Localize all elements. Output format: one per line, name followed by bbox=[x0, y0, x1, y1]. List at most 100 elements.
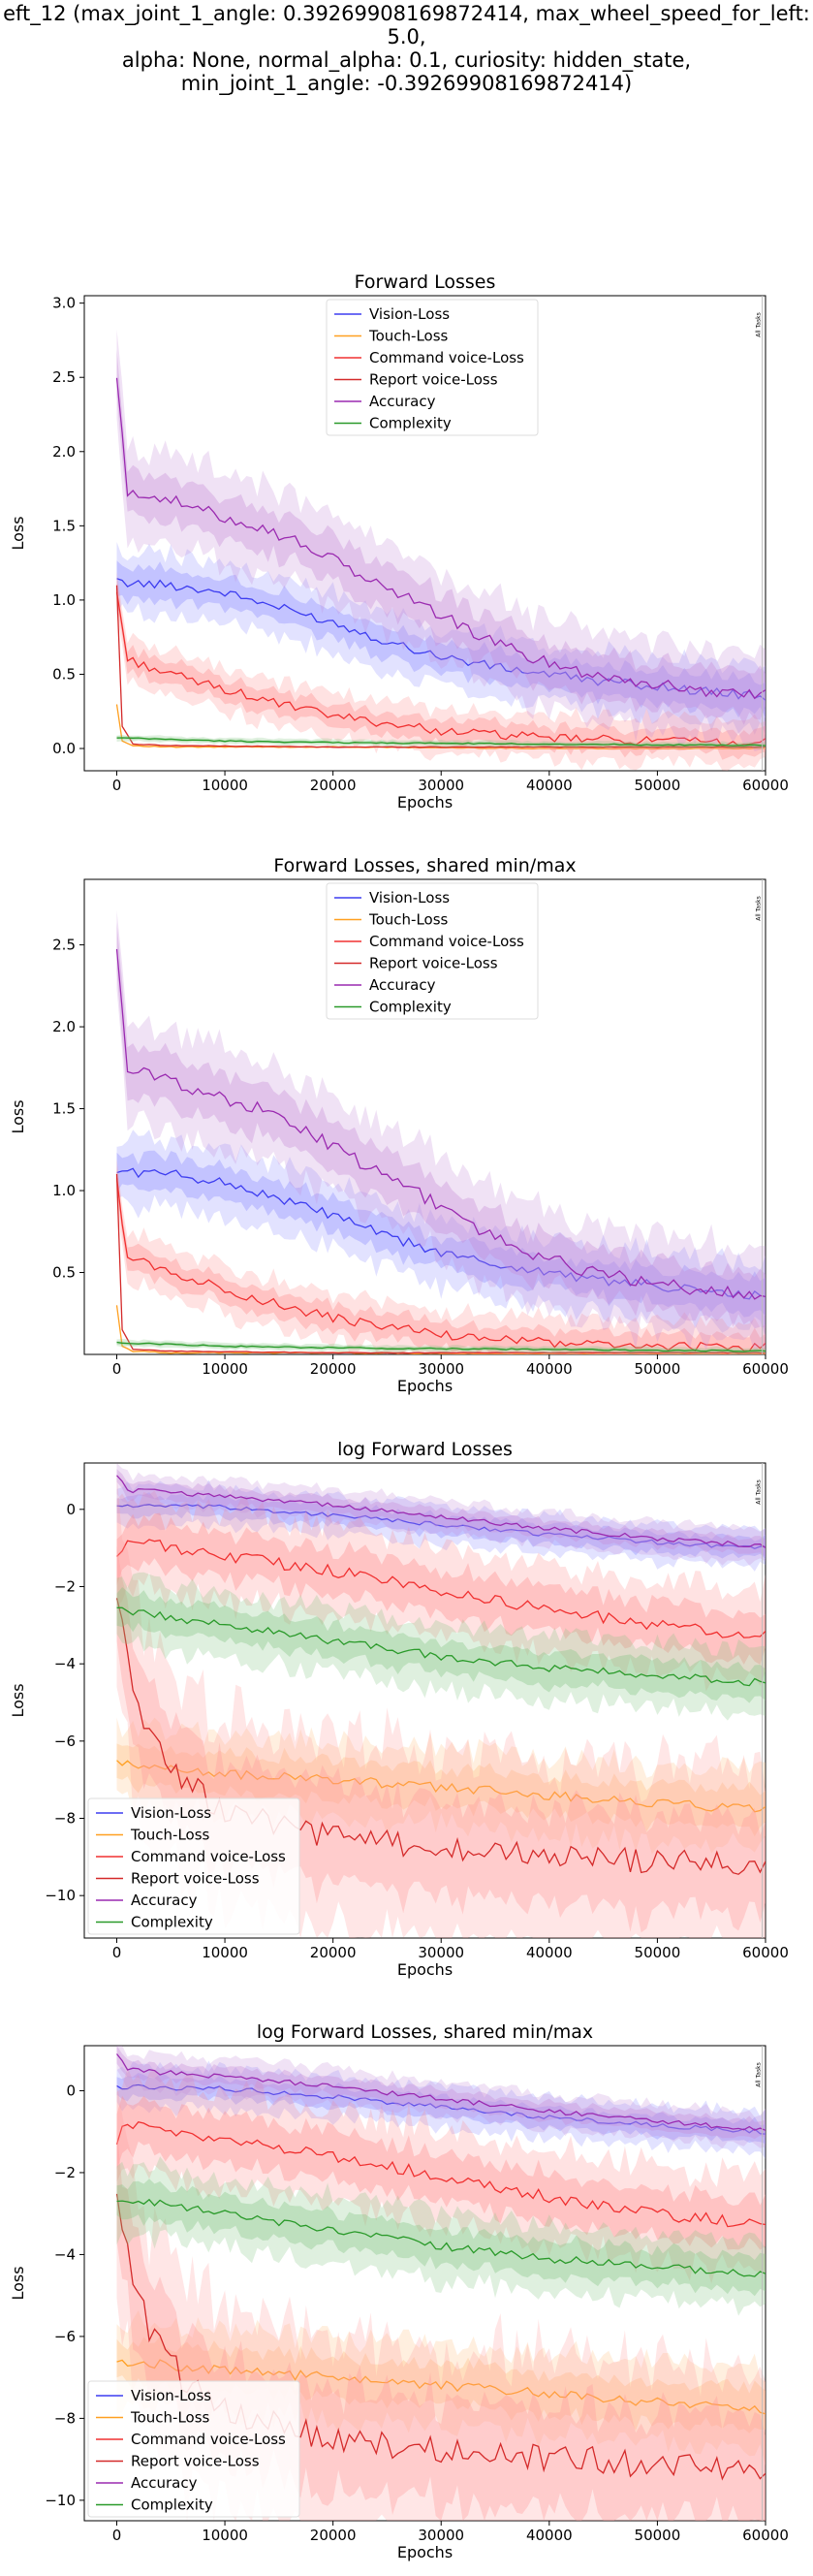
band-complexity-2 bbox=[116, 734, 766, 749]
legend-box bbox=[326, 299, 539, 436]
series-line-complexity bbox=[116, 737, 766, 747]
all-tasks-label: All Tasks bbox=[756, 312, 763, 336]
legend-label-complexity: Complexity bbox=[369, 415, 452, 432]
y-tick-label: 2.5 bbox=[52, 937, 76, 954]
y-axis-label: Loss bbox=[9, 2266, 27, 2300]
band-command-voice-loss-2 bbox=[116, 1490, 766, 1692]
y-tick-label: 0.5 bbox=[52, 1264, 76, 1282]
band-accuracy-2 bbox=[116, 2046, 766, 2149]
y-tick-label: −4 bbox=[54, 1655, 76, 1672]
all-tasks-label: All Tasks bbox=[756, 1479, 763, 1504]
y-tick-label: 1.0 bbox=[52, 591, 76, 609]
x-tick-label: 50000 bbox=[635, 2527, 681, 2544]
y-axis-label: Loss bbox=[9, 516, 27, 550]
y-tick-label: −6 bbox=[54, 1733, 76, 1750]
plot-content bbox=[115, 910, 766, 1354]
x-tick-label: 30000 bbox=[418, 777, 464, 794]
legend-box bbox=[87, 2380, 300, 2518]
x-tick-label: 60000 bbox=[742, 1360, 789, 1378]
band-touch-loss-1 bbox=[116, 1743, 766, 1837]
all-tasks-label: All Tasks bbox=[756, 2062, 763, 2086]
x-tick-label: 20000 bbox=[310, 2527, 357, 2544]
band-vision-loss-1 bbox=[116, 560, 766, 718]
legend-label-accuracy: Accuracy bbox=[131, 2474, 198, 2492]
x-axis-label: Epochs bbox=[397, 2543, 453, 2561]
legend-label-accuracy: Accuracy bbox=[369, 393, 436, 410]
legend-label-complexity: Complexity bbox=[131, 1914, 213, 1931]
x-axis-label: Epochs bbox=[397, 793, 453, 811]
series-line-command-voice-loss bbox=[115, 2120, 766, 2228]
y-tick-label: −10 bbox=[45, 1887, 76, 1904]
band-complexity-2 bbox=[116, 1572, 766, 1721]
x-tick-label: 60000 bbox=[742, 2527, 789, 2544]
x-tick-label: 0 bbox=[112, 2527, 122, 2544]
band-complexity-2 bbox=[116, 2156, 766, 2316]
figure-title-line-2: alpha: None, normal_alpha: 0.1, curiosit… bbox=[121, 48, 692, 72]
x-tick-label: 50000 bbox=[635, 1944, 681, 1961]
band-vision-loss-2 bbox=[116, 2060, 766, 2159]
forward-losses-shared-chart: Forward Losses, shared min/max All Tasks 0… bbox=[9, 855, 789, 1395]
y-tick-label: 0.5 bbox=[52, 665, 76, 683]
x-tick-label: 50000 bbox=[635, 777, 681, 794]
y-tick-label: 2.5 bbox=[52, 368, 76, 386]
legend-label-command-voice-loss: Command voice-Loss bbox=[369, 349, 524, 366]
log-forward-losses-shared-chart: log Forward Losses, shared min/max All Ta… bbox=[9, 2021, 789, 2561]
legend-label-command-voice-loss: Command voice-Loss bbox=[369, 933, 524, 950]
series-line-report-voice-loss bbox=[115, 1173, 766, 1354]
band-vision-loss-2 bbox=[116, 542, 766, 736]
x-tick-label: 30000 bbox=[418, 1944, 464, 1961]
y-tick-label: 2.0 bbox=[52, 1018, 76, 1035]
x-axis-label: Epochs bbox=[397, 1960, 453, 1979]
x-tick-label: 10000 bbox=[202, 777, 248, 794]
y-tick-label: −10 bbox=[45, 2492, 76, 2509]
x-axis-label: Epochs bbox=[397, 1377, 453, 1395]
legend-label-report-voice-loss: Report voice-Loss bbox=[131, 2453, 260, 2470]
band-accuracy-2 bbox=[116, 330, 766, 752]
legend-label-vision-loss: Vision-Loss bbox=[369, 305, 450, 323]
legend-box bbox=[87, 1797, 300, 1935]
y-tick-label: 0 bbox=[66, 2082, 76, 2099]
x-tick-label: 10000 bbox=[202, 2527, 248, 2544]
y-tick-label: −2 bbox=[54, 1577, 76, 1595]
x-tick-label: 40000 bbox=[526, 1944, 573, 1961]
legend-label-touch-loss: Touch-Loss bbox=[368, 911, 449, 929]
band-command-voice-loss-1 bbox=[116, 1512, 766, 1665]
x-tick-label: 60000 bbox=[742, 1944, 789, 1961]
y-tick-label: 2.0 bbox=[52, 443, 76, 461]
legend-label-vision-loss: Vision-Loss bbox=[369, 889, 450, 906]
legend: Vision-Loss Touch-Loss Command voice-Loss R… bbox=[326, 882, 539, 1020]
x-tick-label: 20000 bbox=[310, 777, 357, 794]
y-axis-label: Loss bbox=[9, 1683, 27, 1717]
y-tick-label: −6 bbox=[54, 2328, 76, 2345]
series-line-command-voice-loss bbox=[115, 1177, 766, 1352]
figure-title-line-1: eft_12 (max_joint_1_angle: 0.39269908169… bbox=[3, 2, 810, 48]
series-line-accuracy bbox=[116, 1475, 766, 1548]
legend-label-accuracy: Accuracy bbox=[369, 976, 436, 994]
series-line-vision-loss bbox=[116, 1167, 766, 1300]
legend-label-vision-loss: Vision-Loss bbox=[131, 2387, 211, 2404]
series-line-report-voice-loss bbox=[115, 585, 766, 748]
y-tick-label: −8 bbox=[54, 1810, 76, 1828]
legend-label-report-voice-loss: Report voice-Loss bbox=[369, 371, 498, 389]
x-tick-label: 40000 bbox=[526, 2527, 573, 2544]
x-tick-label: 10000 bbox=[202, 1360, 248, 1378]
x-tick-label: 40000 bbox=[526, 1360, 573, 1378]
legend-label-report-voice-loss: Report voice-Loss bbox=[369, 955, 498, 972]
series-line-accuracy bbox=[115, 2053, 766, 2131]
band-accuracy-1 bbox=[116, 922, 766, 1329]
series-line-touch-loss bbox=[116, 1760, 766, 1813]
legend-label-complexity: Complexity bbox=[131, 2496, 213, 2514]
x-tick-label: 30000 bbox=[418, 1360, 464, 1378]
legend-box bbox=[326, 882, 539, 1020]
legend-label-report-voice-loss: Report voice-Loss bbox=[131, 1870, 260, 1888]
band-vision-loss-1 bbox=[116, 1150, 766, 1318]
legend-label-touch-loss: Touch-Loss bbox=[368, 328, 449, 345]
x-tick-label: 10000 bbox=[202, 1944, 248, 1961]
series-line-complexity bbox=[116, 1341, 766, 1352]
y-tick-label: 0 bbox=[66, 1501, 76, 1518]
x-tick-label: 30000 bbox=[418, 2527, 464, 2544]
band-command-voice-loss-1 bbox=[116, 580, 766, 760]
legend: Vision-Loss Touch-Loss Command voice-Loss R… bbox=[326, 299, 539, 436]
legend: Vision-Loss Touch-Loss Command voice-Loss R… bbox=[87, 1797, 300, 1935]
